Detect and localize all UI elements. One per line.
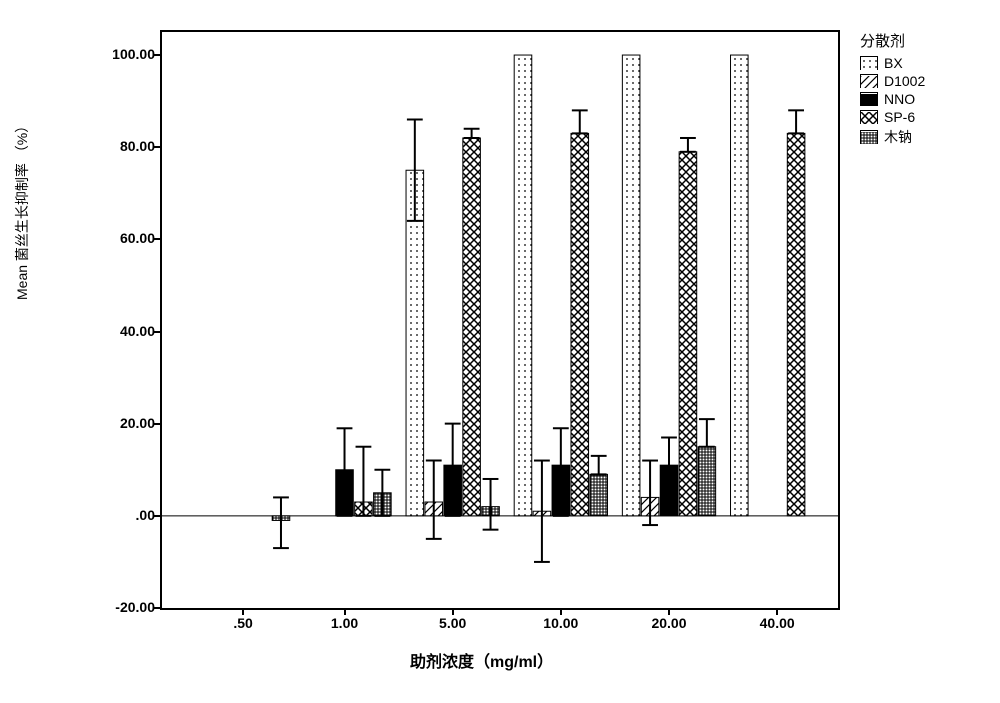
x-tick-label: 10.00 bbox=[531, 615, 591, 631]
y-tick-label: .00 bbox=[85, 507, 155, 523]
legend-swatch bbox=[860, 92, 878, 106]
legend-item-d1002: D1002 bbox=[860, 73, 925, 89]
y-tick-label: 20.00 bbox=[85, 415, 155, 431]
legend-label: BX bbox=[884, 55, 903, 71]
legend-label: SP-6 bbox=[884, 109, 915, 125]
bar-MN-20.00 bbox=[698, 447, 716, 516]
bar-MN-10.00 bbox=[590, 474, 608, 515]
y-tick-label: 40.00 bbox=[85, 323, 155, 339]
legend-title: 分散剂 bbox=[860, 30, 925, 51]
legend: 分散剂 BX D1002 NNO SP-6 木钠 bbox=[860, 30, 925, 149]
legend-item-sp6: SP-6 bbox=[860, 109, 925, 125]
bar-BX-10.00 bbox=[514, 55, 532, 516]
y-tick-label: -20.00 bbox=[85, 599, 155, 615]
bar-BX-20.00 bbox=[622, 55, 640, 516]
x-tick-label: 40.00 bbox=[747, 615, 807, 631]
bar-SP6-5.00 bbox=[463, 138, 481, 516]
legend-label: NNO bbox=[884, 91, 915, 107]
plot-area bbox=[160, 30, 840, 610]
x-tick-label: 20.00 bbox=[639, 615, 699, 631]
x-axis-label: 助剂浓度（mg/ml） bbox=[410, 648, 553, 672]
y-tick-label: 60.00 bbox=[85, 230, 155, 246]
bar-BX-40.00 bbox=[731, 55, 749, 516]
y-tick-label: 100.00 bbox=[85, 46, 155, 62]
legend-swatch bbox=[860, 56, 878, 70]
bar-SP6-40.00 bbox=[787, 133, 805, 515]
x-tick-label: 5.00 bbox=[423, 615, 483, 631]
legend-label: 木钠 bbox=[884, 127, 912, 147]
y-tick-label: 80.00 bbox=[85, 138, 155, 154]
legend-swatch bbox=[860, 74, 878, 88]
bar-SP6-20.00 bbox=[679, 152, 697, 516]
bar-BX-5.00 bbox=[406, 170, 424, 516]
y-axis-label: Mean 菌丝生长抑制率 （%） bbox=[12, 119, 32, 300]
x-tick-label: 1.00 bbox=[315, 615, 375, 631]
legend-swatch bbox=[860, 130, 878, 144]
legend-label: D1002 bbox=[884, 73, 925, 89]
legend-swatch bbox=[860, 110, 878, 124]
x-tick-label: .50 bbox=[213, 615, 273, 631]
legend-item-mn: 木钠 bbox=[860, 127, 925, 147]
legend-item-nno: NNO bbox=[860, 91, 925, 107]
legend-item-bx: BX bbox=[860, 55, 925, 71]
bar-SP6-10.00 bbox=[571, 133, 589, 515]
